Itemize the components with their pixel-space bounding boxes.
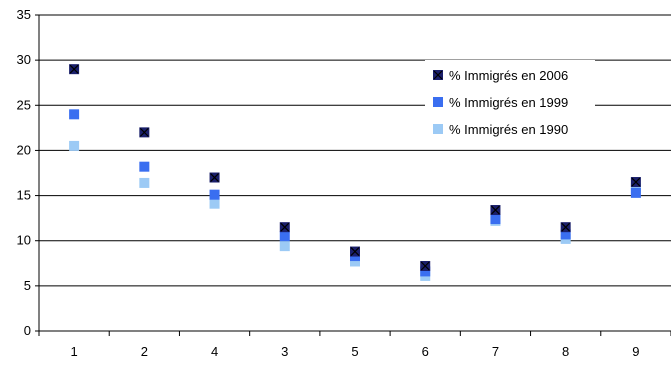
data-point-series-1-cat-7: [490, 214, 501, 225]
data-point-series-2-cat-1: [69, 140, 80, 151]
legend-label: % Immigrés en 1999: [449, 95, 568, 110]
y-tick-label: 10: [17, 233, 31, 248]
legend-box: [425, 60, 595, 142]
x-tick-label: 3: [281, 344, 288, 359]
data-point-series-1-cat-9: [630, 187, 641, 198]
data-points: [69, 64, 641, 281]
y-tick-label: 20: [17, 142, 31, 157]
data-point-series-0-cat-5: [350, 246, 360, 257]
data-point-series-0-cat-1: [69, 64, 80, 75]
legend-marker-1: [433, 97, 443, 107]
data-point-series-0-cat-3: [279, 222, 290, 233]
data-point-series-2-cat-3: [279, 241, 290, 252]
data-point-series-0-cat-2: [139, 127, 150, 138]
y-tick-label: 15: [17, 188, 31, 203]
data-point-series-0-cat-6: [420, 260, 431, 271]
x-tick-label: 5: [351, 344, 358, 359]
x-axis-ticks: 1 2 4 3 5 6 7 8 9: [38, 331, 671, 359]
x-tick-label: 1: [70, 344, 77, 359]
data-point-series-1-cat-4: [209, 189, 220, 200]
data-point-series-1-cat-8: [560, 229, 571, 240]
axes: [38, 15, 671, 332]
y-tick-label: 30: [17, 52, 31, 67]
data-point-series-1-cat-2: [139, 161, 150, 172]
x-tick-label: 8: [562, 344, 569, 359]
data-point-series-1-cat-6: [420, 266, 431, 277]
legend-marker-0: [433, 70, 443, 80]
legend-marker-2: [433, 124, 443, 134]
data-point-series-0-cat-8: [560, 222, 571, 233]
x-tick-label: 6: [422, 344, 429, 359]
data-point-series-2-cat-4: [209, 198, 220, 209]
data-point-series-0-cat-7: [490, 205, 501, 216]
data-point-series-0-cat-4: [209, 172, 220, 183]
y-tick-label: 25: [17, 97, 31, 112]
data-point-series-0-cat-9: [630, 177, 641, 188]
y-tick-label: 35: [17, 7, 31, 22]
data-point-series-1-cat-3: [279, 231, 290, 242]
data-point-series-1-cat-1: [69, 109, 80, 120]
legend: % Immigrés en 2006 % Immigrés en 1999 % Im…: [425, 60, 595, 142]
data-point-series-2-cat-5: [350, 256, 360, 267]
y-axis-ticks: 0 5 10 15 20 25 30 35: [17, 7, 39, 338]
gridlines: [39, 14, 671, 287]
x-tick-label: 4: [211, 344, 218, 359]
legend-label: % Immigrés en 2006: [449, 68, 568, 83]
legend-label: % Immigrés en 1990: [449, 122, 568, 137]
y-tick-label: 0: [24, 323, 31, 338]
data-point-series-2-cat-2: [139, 177, 150, 188]
x-tick-label: 2: [141, 344, 148, 359]
x-tick-label: 9: [632, 344, 639, 359]
y-tick-label: 5: [24, 278, 31, 293]
x-tick-label: 7: [492, 344, 499, 359]
